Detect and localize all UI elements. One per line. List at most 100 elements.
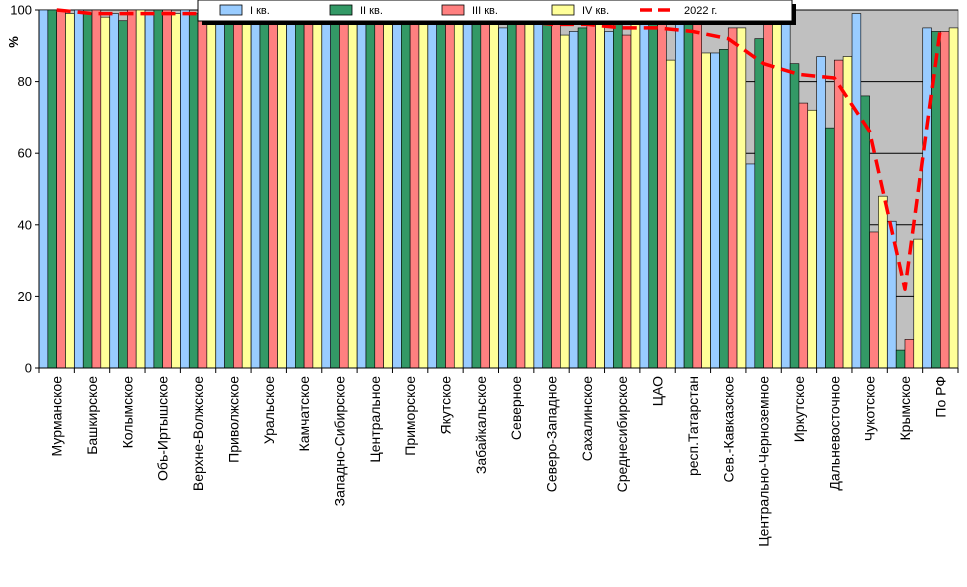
legend-swatch-4 bbox=[551, 4, 575, 16]
x-tick-label-4: Обь-Иртышское bbox=[155, 376, 171, 481]
bar-4-18 bbox=[666, 59, 676, 369]
bar-3-24 bbox=[869, 231, 879, 369]
legend-swatch-1 bbox=[219, 4, 243, 16]
bar-2-5 bbox=[188, 13, 199, 369]
bar-2-23 bbox=[825, 127, 835, 369]
bar-4-2 bbox=[100, 16, 110, 369]
y-tick-label-100: 100 bbox=[10, 3, 32, 18]
bar-3-23 bbox=[833, 59, 844, 369]
bar-1-3 bbox=[109, 13, 119, 369]
bar-3-5 bbox=[197, 9, 208, 369]
x-tick-label-24: Чукотское bbox=[862, 376, 878, 441]
x-tick-label-7: Уральское bbox=[261, 376, 277, 444]
bar-1-10 bbox=[356, 24, 367, 369]
bar-3-21 bbox=[763, 24, 773, 369]
bar-1-23 bbox=[816, 56, 826, 369]
legend-label-5: 2022 г. bbox=[684, 5, 717, 17]
x-tick-label-25: Крымское bbox=[897, 376, 913, 441]
x-tick-label-22: Иркутское bbox=[791, 376, 807, 442]
bar-4-16 bbox=[595, 13, 605, 369]
x-tick-label-23: Дальневосточное bbox=[826, 376, 842, 491]
x-tick-labels: Мурманское Башкирское Колымское Обь-Иртышск… bbox=[49, 376, 949, 547]
bar-4-22 bbox=[807, 109, 817, 369]
bar-3-25 bbox=[904, 339, 915, 369]
x-tick-label-11: Приморское bbox=[402, 376, 418, 456]
bar-4-5 bbox=[206, 16, 216, 369]
bar-4-12 bbox=[453, 20, 464, 369]
bar-1-8 bbox=[286, 13, 296, 369]
bar-2-24 bbox=[860, 95, 870, 369]
bar-2-4 bbox=[153, 9, 164, 369]
x-tick-label-21: Центрально-Черноземное bbox=[756, 376, 772, 547]
x-tick-label-26: По РФ bbox=[932, 376, 948, 418]
y-tick-labels: 0 20 40 60 80 100 bbox=[10, 3, 32, 376]
x-tick-label-12: Якутское bbox=[437, 376, 453, 435]
bar-1-2 bbox=[74, 9, 84, 369]
legend-swatch-2 bbox=[329, 4, 353, 16]
bar-4-13 bbox=[489, 20, 499, 369]
bar-3-9 bbox=[339, 9, 349, 369]
bar-2-13 bbox=[471, 13, 482, 369]
bar-2-7 bbox=[259, 16, 270, 369]
legend-swatch-3 bbox=[441, 4, 465, 16]
bar-2-11 bbox=[401, 20, 411, 369]
y-tick-label-0: 0 bbox=[25, 361, 32, 376]
bar-1-14 bbox=[498, 27, 508, 369]
bar-2-20 bbox=[719, 49, 729, 369]
legend-label-1: I кв. bbox=[250, 5, 270, 17]
legend-label-3: III кв. bbox=[472, 5, 498, 17]
legend: I кв. II кв. III кв. IV кв. 2022 г. bbox=[197, 0, 796, 25]
bar-4-8 bbox=[312, 16, 322, 369]
bar-3-17 bbox=[621, 34, 632, 369]
legend-label-2: II кв. bbox=[360, 5, 383, 17]
bar-1-26 bbox=[922, 27, 932, 369]
bar-4-25 bbox=[913, 238, 923, 369]
bar-3-18 bbox=[657, 16, 667, 369]
bar-1-19 bbox=[674, 24, 685, 369]
bar-4-4 bbox=[171, 13, 181, 369]
x-tick-label-18: ЦАО bbox=[650, 376, 666, 406]
bar-4-17 bbox=[630, 24, 641, 369]
bar-2-12 bbox=[436, 24, 446, 369]
bar-1-18 bbox=[639, 13, 650, 369]
bar-2-21 bbox=[754, 38, 764, 369]
bar-1-4 bbox=[144, 13, 155, 369]
bar-2-25 bbox=[895, 349, 906, 369]
bar-1-6 bbox=[215, 13, 225, 369]
y-tick-label-40: 40 bbox=[18, 217, 32, 232]
y-tick-label-80: 80 bbox=[18, 74, 32, 89]
y-tick-label-60: 60 bbox=[18, 146, 32, 161]
bar-3-10 bbox=[374, 13, 384, 369]
x-tick-label-2: Башкирское bbox=[84, 376, 100, 455]
legend-label-4: IV кв. bbox=[582, 5, 609, 17]
bar-4-7 bbox=[277, 13, 287, 369]
bar-4-9 bbox=[347, 13, 358, 369]
bar-1-7 bbox=[250, 9, 261, 369]
x-tick-label-16: Сахалинское bbox=[579, 376, 595, 461]
bar-1-20 bbox=[710, 52, 720, 369]
bar-2-18 bbox=[648, 20, 658, 369]
bar-3-14 bbox=[515, 16, 526, 369]
bar-1-24 bbox=[851, 13, 862, 369]
bar-4-1 bbox=[65, 13, 75, 369]
bar-4-6 bbox=[241, 13, 252, 369]
x-tick-label-5: Верхне-Волжское bbox=[190, 376, 206, 491]
x-tick-label-1: Мурманское bbox=[49, 376, 65, 457]
bar-4-20 bbox=[736, 27, 747, 369]
x-tick-label-14: Северное bbox=[508, 376, 524, 440]
x-tick-label-20: Сев.-Кавказское bbox=[720, 376, 736, 483]
bar-2-14 bbox=[507, 20, 517, 369]
bar-2-17 bbox=[613, 13, 623, 369]
bar-4-11 bbox=[418, 16, 429, 369]
bar-1-15 bbox=[533, 20, 544, 369]
bar-3-2 bbox=[91, 9, 102, 369]
bar-3-20 bbox=[727, 27, 738, 369]
bar-1-11 bbox=[392, 13, 402, 369]
bar-2-9 bbox=[330, 20, 340, 369]
bar-2-2 bbox=[82, 13, 93, 369]
y-axis-label: % bbox=[6, 36, 21, 48]
bar-2-15 bbox=[542, 13, 552, 369]
x-tick-label-15: Северо-Западное bbox=[544, 376, 560, 492]
bar-2-1 bbox=[47, 9, 57, 369]
